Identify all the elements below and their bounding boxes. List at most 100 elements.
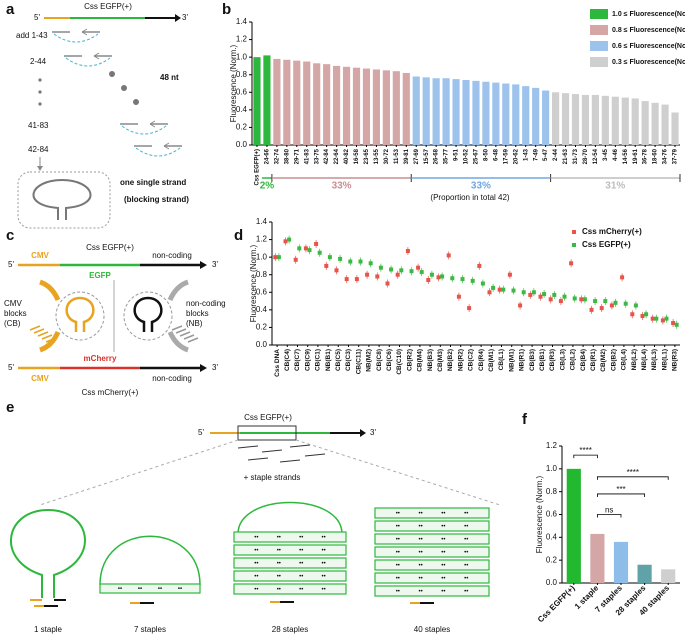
crossover: •• — [396, 576, 400, 582]
y-tick-label: 0.4 — [546, 532, 558, 541]
stroke — [45, 337, 57, 343]
y-axis-label: Fluorescence (Norm.) — [249, 244, 258, 322]
structure-label: 28 staples — [272, 625, 308, 634]
cb-label: blocks — [4, 309, 27, 318]
x-tick-label: CB(R2) — [406, 349, 413, 371]
legend-swatch — [572, 230, 576, 234]
point — [660, 318, 665, 323]
length-label: 48 nt — [160, 73, 179, 82]
y-tick-label: 0.2 — [236, 123, 248, 132]
y-tick-label: 0.0 — [236, 140, 248, 149]
step-label: 2-44 — [30, 57, 47, 66]
bar — [621, 97, 629, 145]
x-tick-label: CB(L4) — [621, 349, 628, 370]
crossover: •• — [277, 535, 281, 541]
sig-bracket — [597, 476, 669, 480]
sig-bracket — [597, 514, 622, 518]
point — [327, 255, 332, 260]
bar — [313, 63, 321, 145]
y-tick-label: 1.4 — [256, 217, 268, 226]
result-label: (blocking strand) — [124, 195, 189, 204]
point — [460, 277, 465, 282]
sig-label: ns — [605, 506, 613, 515]
panel-label: d — [234, 227, 243, 244]
y-tick-label: 0.6 — [546, 510, 558, 519]
point — [354, 277, 359, 282]
bar — [382, 70, 390, 145]
step-label: add 1-43 — [16, 31, 48, 40]
x-tick-label: NB(R2) — [457, 349, 464, 371]
point — [395, 272, 400, 277]
x-tick-label: 32-74 — [274, 148, 280, 164]
point — [293, 257, 298, 262]
crossover: •• — [418, 537, 422, 543]
point — [429, 272, 434, 277]
box — [237, 425, 297, 441]
point — [613, 300, 618, 305]
point — [491, 285, 496, 290]
strand-label: Css mCherry(+) — [82, 388, 139, 397]
point — [674, 322, 679, 327]
arrow-head — [81, 28, 88, 36]
bar — [323, 64, 331, 145]
arrow-head — [93, 52, 100, 60]
x-tick-label: CB(B4) — [580, 349, 587, 371]
legend-label: Css EGFP(+) — [582, 240, 631, 249]
point — [593, 299, 598, 304]
helix-row — [233, 531, 347, 543]
bar — [502, 83, 510, 145]
crossover: •• — [321, 548, 325, 554]
crossover: •• — [254, 587, 258, 593]
x-tick-label: CB(B1) — [539, 349, 546, 371]
crossover: •• — [396, 537, 400, 543]
crossover: •• — [396, 550, 400, 556]
cb-label: (CB) — [4, 319, 21, 328]
y-tick-label: 1.2 — [546, 441, 558, 450]
crossover: •• — [277, 587, 281, 593]
bar — [412, 76, 420, 145]
y-tick-label: 1.2 — [236, 35, 248, 44]
x-tick-label: 42-84 — [324, 148, 330, 164]
end-label: 3' — [182, 13, 188, 22]
sig-bracket — [573, 454, 598, 459]
x-tick-label: 17-59 — [503, 148, 509, 164]
x-tick-label: CB(C10) — [396, 349, 403, 375]
x-tick-label: CB(C2) — [468, 349, 475, 371]
bar — [532, 87, 540, 145]
x-tick-label: CB(M3) — [437, 349, 444, 372]
tail-label: non-coding — [152, 374, 192, 383]
dot — [133, 99, 139, 105]
cb-label: CMV — [4, 299, 22, 308]
loop — [237, 501, 343, 535]
point — [569, 261, 574, 266]
stroke — [171, 325, 183, 331]
loop — [99, 535, 201, 586]
bar — [492, 82, 500, 145]
gene-label: mCherry — [84, 354, 117, 363]
hairpin — [65, 296, 95, 332]
legend-label: 0.6 ≤ Fluorescence(Norm.) < 0.8 — [612, 43, 685, 50]
x-tick-label: 10-52 — [464, 148, 470, 164]
loop — [135, 147, 181, 157]
y-tick-label: 1.2 — [256, 235, 268, 244]
y-tick-label: 0.2 — [546, 555, 558, 564]
point — [650, 316, 655, 321]
bar — [601, 95, 609, 145]
y-axis-label: Fluorescence (Norm.) — [535, 475, 544, 553]
bar — [591, 94, 599, 145]
crossover: •• — [277, 561, 281, 567]
x-tick-label: NB(B2) — [447, 349, 454, 371]
stroke — [41, 334, 53, 340]
point — [630, 312, 635, 317]
helix-row — [233, 557, 347, 569]
point — [348, 259, 353, 264]
x-tick-label: CB(C9) — [304, 349, 311, 371]
x-tick-label: Css EGFP(+) — [536, 583, 577, 624]
stroke — [33, 328, 45, 334]
step-label: 42-84 — [28, 145, 49, 154]
x-tick-label: 12-54 — [593, 148, 599, 164]
crossover: •• — [464, 589, 468, 595]
crossover: •• — [158, 587, 162, 593]
crossover: •• — [299, 548, 303, 554]
y-tick-label: 0.0 — [256, 340, 268, 349]
